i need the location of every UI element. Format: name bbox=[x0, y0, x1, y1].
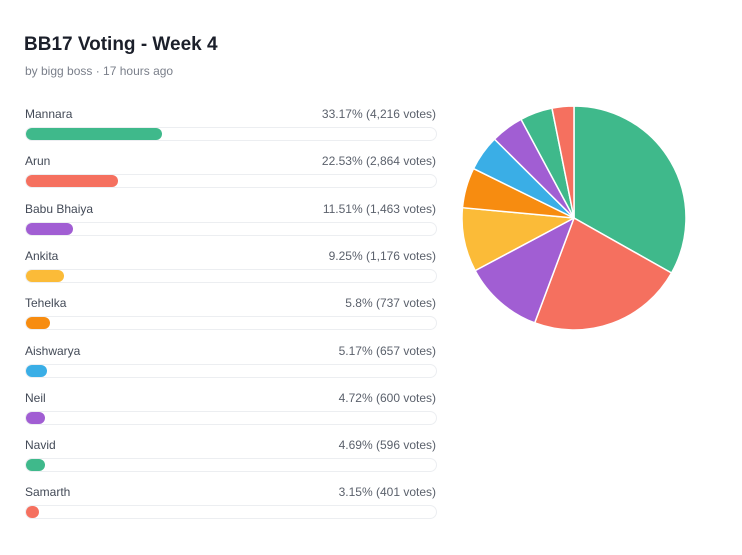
poll-option: Babu Bhaiya 11.51% (1,463 votes) bbox=[25, 202, 437, 242]
option-percentage: 11.51% (1,463 votes) bbox=[322, 201, 436, 216]
option-percentage: 5.17% (657 votes) bbox=[338, 343, 436, 358]
option-percentage: 9.25% (1,176 votes) bbox=[328, 248, 436, 263]
option-label: Neil bbox=[25, 390, 46, 405]
option-bar-track bbox=[25, 363, 437, 378]
poll-option: Ankita 9.25% (1,176 votes) bbox=[25, 249, 437, 289]
option-bar-track bbox=[25, 505, 437, 520]
poll-option: Samarth 3.15% (401 votes) bbox=[25, 485, 437, 525]
option-bar-track bbox=[25, 174, 437, 189]
option-bar-fill bbox=[26, 411, 46, 424]
option-bar-fill bbox=[26, 222, 74, 235]
option-percentage: 5.8% (737 votes) bbox=[345, 296, 436, 311]
option-bar-fill bbox=[26, 506, 39, 519]
option-bar-track bbox=[25, 127, 437, 141]
option-bar-fill bbox=[26, 269, 64, 282]
option-bar-track bbox=[25, 316, 437, 331]
option-label: Navid bbox=[25, 438, 56, 453]
option-bar-fill bbox=[26, 317, 50, 330]
poll-option: Arun 22.53% (2,864 votes) bbox=[25, 154, 437, 194]
option-percentage: 3.15% (401 votes) bbox=[338, 485, 436, 500]
option-label: Samarth bbox=[25, 485, 71, 500]
poll-title: BB17 Voting - Week 4 bbox=[24, 34, 218, 55]
option-bar-track bbox=[25, 221, 437, 236]
poll-option: Neil 4.72% (600 votes) bbox=[25, 391, 437, 431]
option-bar-fill bbox=[26, 175, 119, 188]
option-percentage: 4.72% (600 votes) bbox=[338, 390, 436, 405]
option-label: Arun bbox=[25, 154, 51, 169]
poll-option: Mannara 33.17% (4,216 votes) bbox=[25, 107, 437, 147]
poll-subtitle: by bigg boss · 17 hours ago bbox=[25, 64, 174, 78]
option-label: Aishwarya bbox=[25, 343, 81, 358]
pie-slice-samarth bbox=[551, 105, 575, 219]
option-bar-track bbox=[25, 268, 437, 283]
pie-slice-babu-bhaiya bbox=[474, 217, 575, 324]
option-percentage: 33.17% (4,216 votes) bbox=[321, 107, 436, 121]
option-bar-fill bbox=[26, 364, 48, 377]
option-bar-fill bbox=[26, 128, 162, 140]
option-bar-track bbox=[25, 458, 437, 473]
option-label: Mannara bbox=[25, 107, 73, 121]
option-percentage: 4.69% (596 votes) bbox=[338, 438, 436, 453]
option-label: Tehelka bbox=[25, 296, 67, 311]
option-percentage: 22.53% (2,864 votes) bbox=[321, 154, 436, 169]
pie-slice-arun bbox=[533, 217, 673, 331]
option-label: Ankita bbox=[25, 248, 59, 263]
option-bar-fill bbox=[26, 459, 46, 472]
poll-option: Tehelka 5.8% (737 votes) bbox=[25, 296, 437, 336]
option-bar-track bbox=[25, 410, 437, 425]
poll-option: Aishwarya 5.17% (657 votes) bbox=[25, 344, 437, 384]
vote-share-pie-chart bbox=[461, 105, 687, 331]
pie-slice-mannara bbox=[573, 105, 687, 274]
poll-option: Navid 4.69% (596 votes) bbox=[25, 438, 437, 478]
option-label: Babu Bhaiya bbox=[25, 201, 94, 216]
